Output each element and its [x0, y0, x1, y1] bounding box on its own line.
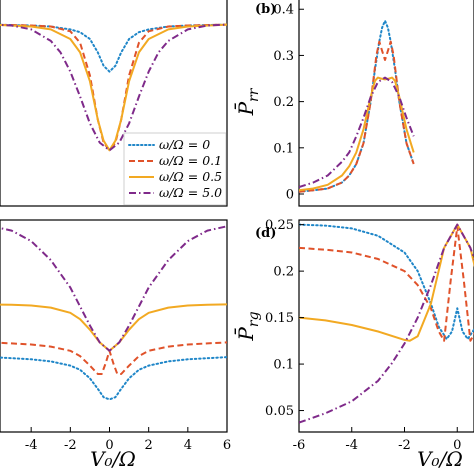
- series-group-c: [0, 225, 227, 401]
- y-axis-label-b: P̄rr: [233, 87, 262, 116]
- series-line-omega-5-0: [0, 225, 227, 352]
- legend: ω/Ω = 0 ω/Ω = 0.1 ω/Ω = 0.5 ω/Ω = 5.0: [123, 132, 227, 206]
- x-tick-label: -4: [345, 438, 358, 453]
- panel-d: 0.05 0.1 0.15 0.2 0.25 -6 -4 -2 0 (d) P̄rg V₀/Ω: [233, 218, 474, 471]
- series-line-omega-0-1: [299, 40, 415, 193]
- series-group-d: [299, 223, 474, 424]
- series-line-omega-0: [0, 356, 227, 401]
- panel-label-d: (d): [255, 226, 276, 241]
- panel-c: -4 -2 0 2 4 6 V₀/Ω: [0, 219, 231, 471]
- panel-label-b: (b): [255, 2, 276, 17]
- series-line-omega-0: [299, 223, 474, 340]
- series-group-a: [0, 23, 227, 152]
- x-tick-label: 2: [145, 438, 153, 453]
- y-tick-label: 0.1: [273, 141, 294, 156]
- axes-frame-c: [0, 219, 228, 433]
- y-tick-label: 0.2: [273, 265, 294, 280]
- x-tick-label: 0: [105, 438, 113, 453]
- x-tick-label: 6: [223, 438, 231, 453]
- series-line-omega-0-5: [299, 223, 474, 342]
- x-tick-label: 0: [453, 438, 461, 453]
- series-line-omega-5-0: [299, 76, 415, 189]
- x-axis-label-c: V₀/Ω: [90, 447, 136, 471]
- y-tick-label: 0.25: [265, 218, 294, 233]
- panel-b: 0 0.1 0.2 0.3 0.4(b) P̄rr: [233, 0, 474, 207]
- y-tick-label: 0.1: [273, 358, 294, 373]
- legend-label-omega-0-5: ω/Ω = 0.5: [159, 169, 222, 184]
- y-tick-label: 0.05: [265, 404, 294, 419]
- y-axis-label-d: P̄rg: [233, 311, 262, 341]
- series-line-omega-0-1: [299, 225, 474, 342]
- y-tick-label: 0.3: [273, 49, 294, 64]
- y-tick-label: 0.2: [273, 95, 294, 110]
- x-tick-label: -2: [398, 438, 411, 453]
- legend-label-omega-0: ω/Ω = 0: [159, 137, 210, 152]
- series-line-omega-0-5: [0, 23, 227, 152]
- legend-label-omega-5-0: ω/Ω = 5.0: [159, 185, 222, 200]
- legend-label-omega-0-1: ω/Ω = 0.1: [159, 153, 222, 168]
- series-line-omega-0-1: [0, 23, 227, 152]
- series-line-omega-0-5: [299, 76, 415, 192]
- y-tick-label: 0.4: [273, 3, 294, 18]
- series-line-omega-0: [0, 23, 227, 73]
- x-tick-label: -2: [64, 438, 77, 453]
- series-line-omega-0: [299, 19, 415, 193]
- x-tick-label: -4: [25, 438, 38, 453]
- axes-frame-a: [0, 0, 228, 207]
- x-tick-label: 4: [184, 438, 192, 453]
- series-line-omega-5-0: [299, 223, 474, 424]
- axes-frame-b: [298, 0, 474, 207]
- series-group-b: [299, 19, 415, 193]
- series-line-omega-5-0: [0, 23, 227, 152]
- y-tick-label: 0.15: [265, 311, 294, 326]
- axes-frame-d: [298, 219, 474, 433]
- x-tick-label: -6: [293, 438, 306, 453]
- y-tick-label: 0: [286, 188, 294, 203]
- panel-a: [0, 0, 228, 207]
- x-axis-label-d: V₀/Ω: [417, 447, 463, 471]
